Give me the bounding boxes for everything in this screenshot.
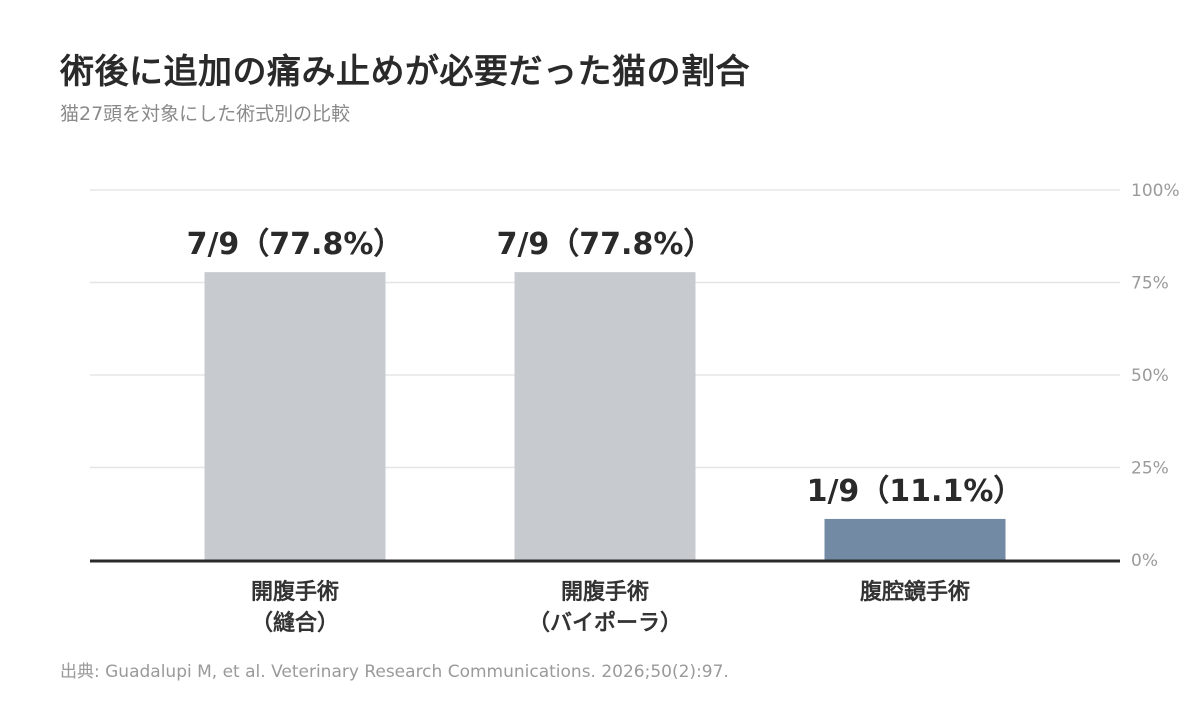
- bar: [824, 518, 1006, 560]
- y-axis-ticks: 0% 25% 50% 75% 100%: [1131, 181, 1180, 571]
- category-labels: 開腹手術 （縫合） 開腹手術 （バイポーラ） 腹腔鏡手術: [251, 579, 970, 636]
- category-label: 開腹手術 （バイポーラ）: [528, 579, 682, 636]
- y-tick-label: 75%: [1131, 274, 1169, 294]
- category-label: 腹腔鏡手術: [860, 579, 970, 605]
- category-label-line: （縫合）: [251, 610, 339, 636]
- bar: [204, 272, 386, 560]
- data-label: 1/9（11.1%）: [807, 474, 1024, 509]
- data-label: 7/9（77.8%）: [187, 227, 404, 262]
- category-label-line: 腹腔鏡手術: [860, 579, 970, 605]
- y-tick-label: 50%: [1131, 366, 1169, 386]
- bars: [204, 272, 1006, 560]
- y-tick-label: 100%: [1131, 181, 1180, 201]
- category-label-line: 開腹手術: [561, 579, 649, 605]
- data-labels: 7/9（77.8%） 7/9（77.8%） 1/9（11.1%）: [187, 227, 1024, 509]
- category-label: 開腹手術 （縫合）: [251, 579, 339, 636]
- source-citation: 出典: Guadalupi M, et al. Veterinary Resea…: [60, 662, 729, 682]
- y-tick-label: 25%: [1131, 459, 1169, 479]
- chart-title: 術後に追加の痛み止めが必要だった猫の割合: [60, 52, 750, 92]
- chart-subtitle: 猫27頭を対象にした術式別の比較: [60, 103, 351, 125]
- y-tick-label: 0%: [1131, 551, 1158, 571]
- category-label-line: （バイポーラ）: [528, 610, 682, 636]
- data-label: 7/9（77.8%）: [497, 227, 714, 262]
- bar: [514, 272, 696, 560]
- category-label-line: 開腹手術: [251, 579, 339, 605]
